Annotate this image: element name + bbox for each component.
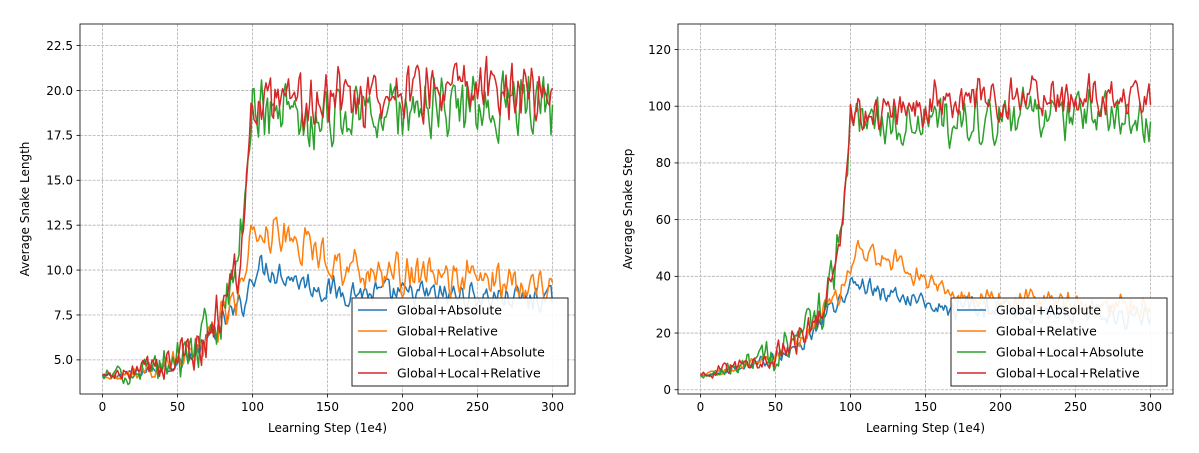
y-tick-label: 12.5 bbox=[46, 218, 73, 232]
legend: Global+Absolute Global+Relative Global+Loc… bbox=[950, 297, 1168, 387]
x-tick-label: 50 bbox=[170, 400, 185, 414]
legend-entry: Global+Absolute bbox=[996, 303, 1101, 318]
y-tick-label: 80 bbox=[656, 156, 671, 170]
x-axis-label: Learning Step (1e4) bbox=[268, 421, 387, 435]
x-tick-label: 300 bbox=[1139, 400, 1162, 414]
y-tick-label: 17.5 bbox=[46, 129, 73, 143]
series-line-global-local-relative bbox=[700, 73, 1152, 379]
x-tick-label: 100 bbox=[839, 400, 862, 414]
chart-panel-snake-step: 0 50 100 150 200 250 300 0 20 40 60 80 100 120 Learnin… bbox=[621, 23, 1174, 435]
x-tick-label: 250 bbox=[1064, 400, 1087, 414]
chart-panel-snake-length: 0 50 100 150 200 250 300 5.0 7.5 10.0 12.5 15.0 17.5… bbox=[18, 23, 576, 435]
series-line-global-local-absolute bbox=[101, 70, 554, 386]
y-tick-label: 20 bbox=[656, 326, 671, 340]
legend-box bbox=[351, 297, 569, 387]
y-tick-label: 7.5 bbox=[54, 308, 73, 322]
x-axis-label: Learning Step (1e4) bbox=[866, 421, 985, 435]
y-tick-label: 0 bbox=[663, 383, 671, 397]
x-tick-label: 0 bbox=[697, 400, 705, 414]
y-tick-label: 60 bbox=[656, 213, 671, 227]
x-tick-label: 50 bbox=[768, 400, 783, 414]
legend-entry: Global+Relative bbox=[397, 324, 498, 339]
x-tick-label: 0 bbox=[99, 400, 107, 414]
legend-entry: Global+Local+Relative bbox=[996, 366, 1140, 381]
legend-box bbox=[950, 297, 1168, 387]
legend: Global+Absolute Global+Relative Global+Loc… bbox=[351, 297, 569, 387]
x-tick-label: 150 bbox=[316, 400, 339, 414]
y-tick-label: 22.5 bbox=[46, 39, 73, 53]
x-tick-label: 150 bbox=[914, 400, 937, 414]
y-tick-label: 120 bbox=[648, 43, 671, 57]
y-axis-label: Average Snake Length bbox=[18, 142, 32, 277]
legend-entry: Global+Local+Absolute bbox=[397, 345, 545, 360]
x-tick-label: 100 bbox=[241, 400, 264, 414]
x-tick-label: 300 bbox=[541, 400, 564, 414]
y-tick-label: 40 bbox=[656, 270, 671, 284]
series-line-global-local-relative bbox=[102, 55, 554, 380]
y-axis-label: Average Snake Step bbox=[621, 149, 635, 270]
y-tick-label: 15.0 bbox=[46, 174, 73, 188]
legend-entry: Global+Local+Relative bbox=[397, 366, 541, 381]
y-tick-label: 10.0 bbox=[46, 263, 73, 277]
legend-entry: Global+Absolute bbox=[397, 303, 502, 318]
series-line-global-relative bbox=[102, 216, 554, 380]
y-tick-label: 20.0 bbox=[46, 84, 73, 98]
x-tick-label: 200 bbox=[391, 400, 414, 414]
y-tick-label: 5.0 bbox=[54, 353, 73, 367]
x-tick-label: 200 bbox=[989, 400, 1012, 414]
legend-entry: Global+Local+Absolute bbox=[996, 345, 1144, 360]
y-tick-label: 100 bbox=[648, 100, 671, 114]
x-tick-label: 250 bbox=[466, 400, 489, 414]
legend-entry: Global+Relative bbox=[996, 324, 1097, 339]
